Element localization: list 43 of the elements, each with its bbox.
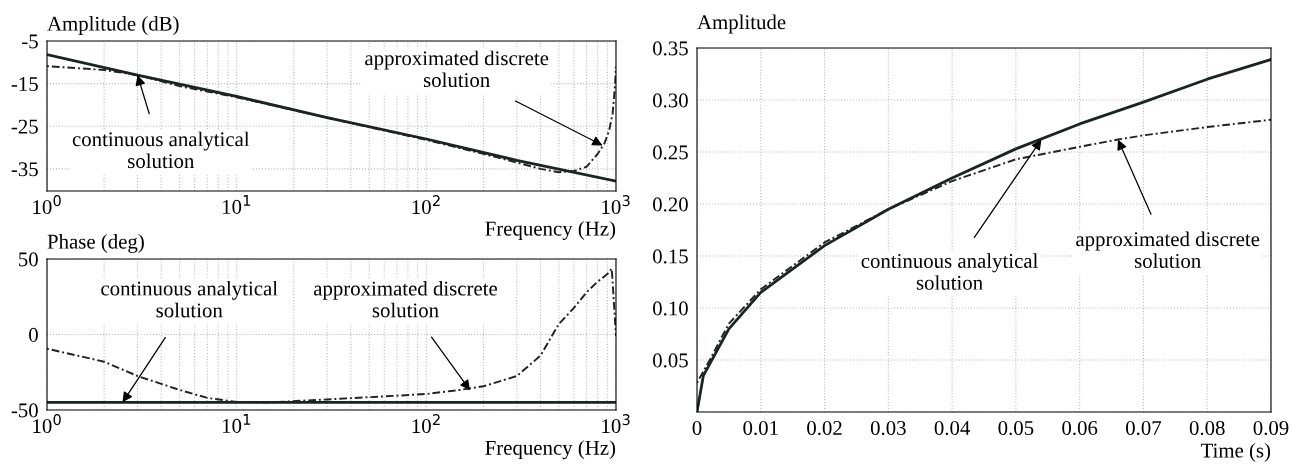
y-tick-label: 0.05	[653, 353, 688, 368]
y-tick-label: 0	[29, 327, 38, 342]
x-axis-title: Frequency (Hz)	[485, 221, 616, 240]
y-tick-label: -25	[11, 119, 38, 134]
y-tick-label: -5	[22, 34, 38, 49]
x-tick-label: 10$^{1}$	[222, 414, 251, 433]
x-axis-title: Frequency (Hz)	[485, 440, 616, 460]
x-tick-label: 10$^{2}$	[412, 195, 440, 215]
y-tick-label: -15	[11, 77, 38, 92]
y-axis-title: Phase (deg)	[47, 234, 144, 253]
x-tick-label: 0.05	[998, 420, 1034, 436]
y-tick-label: 0.35	[653, 41, 688, 56]
x-tick-label: 10$^{1}$	[222, 195, 251, 214]
y-tick-label: 0.25	[653, 145, 688, 160]
x-tick-label: 0.08	[1189, 420, 1225, 436]
y-tick-label: 0.30	[653, 93, 688, 108]
y-tick-label: 0.15	[653, 249, 688, 264]
annotation: continuous analytical solution	[101, 280, 278, 318]
y-tick-label: 0.20	[653, 197, 688, 212]
annotation: continuous analytical solution	[861, 253, 1038, 290]
x-tick-label: 10$^{2}$	[412, 414, 440, 434]
x-tick-label: 10$^{0}$	[33, 195, 61, 215]
x-tick-label: 0	[692, 420, 702, 435]
x-tick-label: 0.09	[1253, 420, 1289, 436]
y-tick-label: -50	[11, 403, 38, 418]
y-tick-label: 50	[19, 252, 38, 267]
annotation: approximated discrete solution	[365, 50, 549, 88]
y-tick-label: 0.10	[653, 301, 688, 316]
x-tick-label: 10$^{3}$	[602, 414, 630, 434]
x-tick-label: 0.02	[807, 420, 842, 436]
y-tick-label: -35	[11, 162, 38, 177]
x-axis-title: Time (s)	[1200, 442, 1271, 462]
x-tick-label: 0.06	[1062, 420, 1098, 436]
x-tick-label: 0.03	[870, 420, 906, 436]
annotation: continuous analytical solution	[72, 131, 250, 169]
x-tick-label: 0.04	[934, 420, 971, 436]
x-tick-label: 10$^{3}$	[602, 195, 630, 215]
annotation: approximated discrete solution	[1076, 231, 1260, 268]
x-tick-label: 0.01	[743, 420, 778, 436]
annotation: approximated discrete solution	[313, 280, 498, 318]
y-axis-title: Amplitude (dB)	[47, 16, 179, 35]
x-tick-label: 0.07	[1126, 420, 1162, 436]
y-axis-title: Amplitude	[697, 14, 786, 34]
